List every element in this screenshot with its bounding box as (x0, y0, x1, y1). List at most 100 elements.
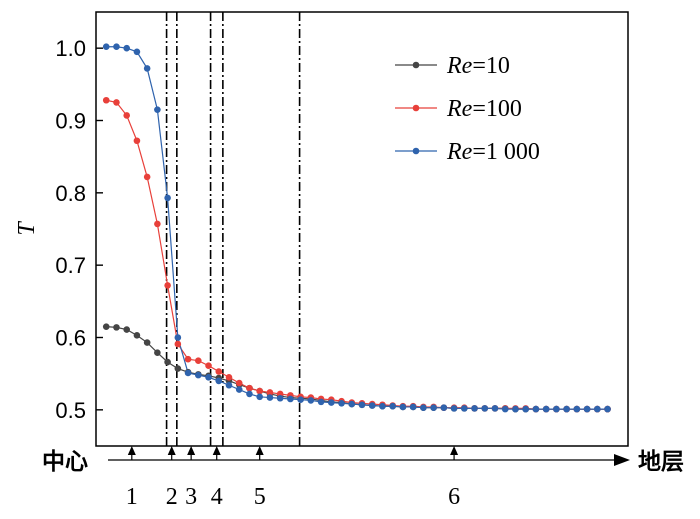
region-arrow-head (450, 446, 459, 455)
series-3-point (553, 405, 560, 413)
y-tick-label: 0.7 (55, 253, 86, 278)
series-1-point (143, 339, 151, 346)
region-label-2: 2 (166, 484, 178, 510)
series-3-point (225, 381, 233, 389)
axis-end-label: 地层 (638, 449, 684, 475)
series-3-point (491, 405, 499, 412)
series-3-point (195, 371, 202, 379)
boundary-lines (165, 12, 301, 446)
series-3-point (235, 386, 243, 393)
region-axis: 中心 地层 1 2 3 4 5 6 (42, 446, 684, 510)
series-3-point (133, 48, 141, 56)
region-axis-arrow (614, 454, 630, 466)
y-axis-label: T (14, 221, 40, 236)
series-3-point (440, 404, 448, 411)
legend-label-prefix: Re (446, 139, 473, 165)
series-1-point (102, 323, 110, 330)
legend-label-3: Re=1 000 (446, 139, 540, 165)
series-2-point (195, 357, 202, 364)
series-3-point (297, 396, 304, 404)
legend-marker-1 (412, 61, 420, 69)
series-2-point (184, 355, 192, 363)
series-3-point (604, 405, 611, 413)
series-1-point (154, 349, 161, 356)
y-axis-ticks: 0.5 0.6 0.7 0.8 0.9 1.0 (55, 36, 103, 423)
series-3-point (276, 394, 284, 402)
series-3-point (317, 398, 325, 406)
series-3-point (389, 402, 396, 410)
series-3-point (287, 395, 294, 403)
series-2-point (266, 389, 274, 396)
legend-label-value: =1 000 (472, 139, 540, 165)
series-lines (106, 46, 608, 410)
series-3-point (184, 369, 192, 377)
region-label-5: 5 (254, 484, 266, 510)
plot-frame (95, 11, 629, 447)
series-3-point (307, 397, 315, 404)
series-3-point (563, 405, 570, 413)
region-label-4: 4 (211, 484, 223, 510)
series-3-point (256, 393, 263, 401)
series-3-point (409, 403, 417, 411)
series-3-point (246, 390, 253, 398)
series-3-point (102, 43, 110, 51)
series-3-point (430, 404, 437, 411)
series-3-point (501, 405, 509, 413)
series-2-point (143, 173, 151, 181)
series-2-point (205, 362, 212, 370)
region-arrow-head (212, 446, 221, 455)
series-2-point (102, 96, 110, 104)
region-arrow-head (127, 446, 136, 455)
legend-label-1: Re=10 (446, 53, 510, 79)
series-1-point (123, 326, 130, 333)
series-2-point (113, 99, 120, 106)
series-2-point (174, 340, 182, 348)
series-3-point (512, 405, 519, 413)
series-3-point (328, 399, 335, 406)
series-2-point (256, 387, 263, 395)
series-2-point (225, 373, 233, 381)
region-label-1: 1 (126, 484, 138, 510)
series-2-point (123, 112, 130, 119)
series-3-point (379, 402, 386, 410)
series-1-point (113, 324, 120, 331)
legend-label-prefix: Re (446, 96, 473, 122)
series-3-point (481, 405, 489, 412)
series-3-point (164, 194, 171, 202)
series-2-point (246, 384, 253, 392)
legend-label-value: =10 (472, 53, 510, 79)
series-3-point (532, 405, 540, 413)
region-arrow-head (167, 446, 176, 455)
series-3-point (123, 44, 130, 52)
series-3-point (542, 405, 550, 413)
series-1-point (164, 358, 171, 366)
series-3-point (450, 405, 458, 412)
series-3-point (154, 106, 161, 113)
series-3-point (174, 334, 182, 341)
series-3-point (583, 405, 591, 413)
region-label-3: 3 (185, 484, 197, 510)
series-2-point (154, 220, 161, 228)
series-points (102, 43, 611, 413)
series-2-point (164, 282, 171, 289)
legend-marker-2 (412, 104, 420, 112)
series-1-point (133, 332, 141, 339)
series-3-point (338, 400, 345, 407)
series-line-3 (106, 46, 608, 410)
series-3-point (348, 400, 356, 408)
region-arrow-head (255, 446, 264, 455)
series-3-point (420, 404, 427, 411)
series-2-point (133, 137, 141, 145)
series-3-point (113, 43, 120, 51)
region-label-6: 6 (448, 484, 460, 510)
series-1-point (174, 365, 182, 372)
series-line-1 (106, 326, 608, 410)
series-3-point (143, 65, 151, 72)
series-3-point (461, 405, 468, 412)
y-tick-label: 0.5 (55, 398, 86, 423)
y-tick-label: 1.0 (55, 36, 86, 61)
series-3-point (215, 377, 223, 385)
series-3-point (573, 405, 581, 413)
